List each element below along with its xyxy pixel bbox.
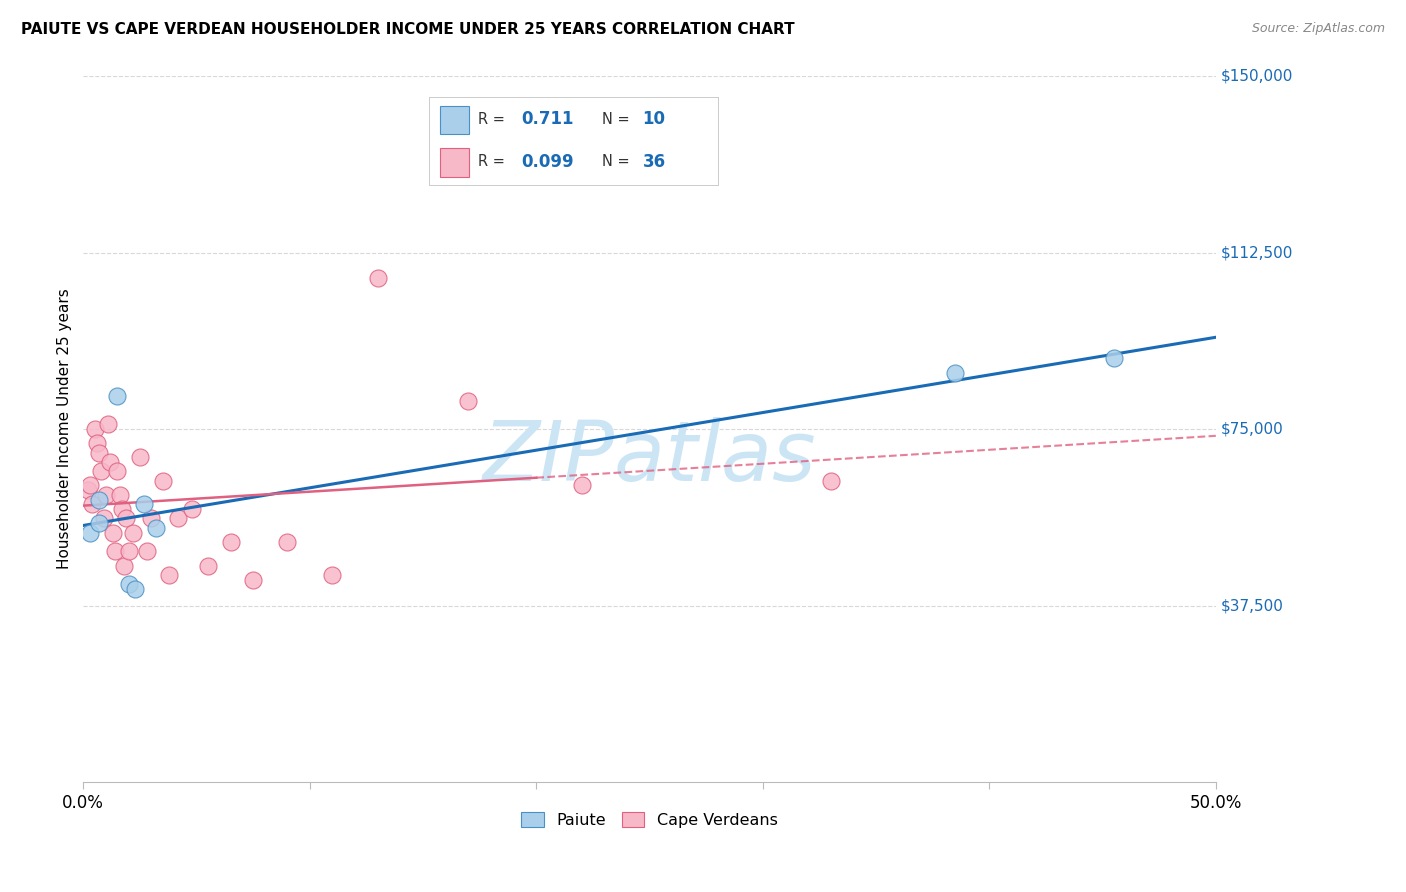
Point: [129, 450, 152, 465]
Point: [117, 544, 139, 558]
Point: [197, 558, 219, 573]
Point: [82, 497, 104, 511]
Point: [117, 577, 139, 591]
Point: [152, 474, 174, 488]
Point: [167, 511, 190, 525]
Point: [219, 535, 242, 549]
Point: [105, 464, 128, 478]
Point: [89, 445, 111, 459]
Point: [1102, 351, 1125, 366]
Text: $75,000: $75,000: [1220, 422, 1284, 436]
Point: [101, 525, 124, 540]
Point: [105, 389, 128, 403]
Point: [457, 393, 479, 408]
Point: [76, 483, 98, 498]
Point: [141, 511, 163, 525]
Y-axis label: Householder Income Under 25 years: Householder Income Under 25 years: [58, 289, 72, 569]
Point: [124, 582, 146, 596]
Point: [90, 464, 112, 478]
Point: [571, 478, 593, 492]
Point: [97, 417, 120, 432]
Point: [115, 511, 138, 525]
Point: [242, 573, 264, 587]
Point: [367, 271, 389, 285]
Text: $112,500: $112,500: [1220, 245, 1292, 260]
Point: [79, 525, 101, 540]
Text: $37,500: $37,500: [1220, 598, 1284, 613]
Point: [181, 502, 204, 516]
Point: [820, 474, 842, 488]
Text: ZIPatlas: ZIPatlas: [482, 417, 817, 498]
Point: [111, 502, 134, 516]
Point: [93, 511, 115, 525]
Point: [100, 455, 122, 469]
Point: [112, 558, 135, 573]
Legend: Paiute, Cape Verdeans: Paiute, Cape Verdeans: [515, 805, 785, 834]
Point: [89, 492, 111, 507]
Point: [94, 488, 117, 502]
Point: [157, 568, 180, 582]
Point: [122, 525, 145, 540]
Text: Source: ZipAtlas.com: Source: ZipAtlas.com: [1251, 22, 1385, 36]
Point: [135, 544, 157, 558]
Point: [943, 366, 966, 380]
Point: [134, 497, 156, 511]
Point: [145, 521, 167, 535]
Point: [83, 422, 105, 436]
Point: [321, 568, 343, 582]
Point: [86, 436, 108, 450]
Text: $150,000: $150,000: [1220, 69, 1292, 84]
Text: PAIUTE VS CAPE VERDEAN HOUSEHOLDER INCOME UNDER 25 YEARS CORRELATION CHART: PAIUTE VS CAPE VERDEAN HOUSEHOLDER INCOM…: [21, 22, 794, 37]
Point: [79, 478, 101, 492]
Point: [108, 488, 131, 502]
Point: [104, 544, 127, 558]
Point: [89, 516, 111, 530]
Point: [276, 535, 298, 549]
